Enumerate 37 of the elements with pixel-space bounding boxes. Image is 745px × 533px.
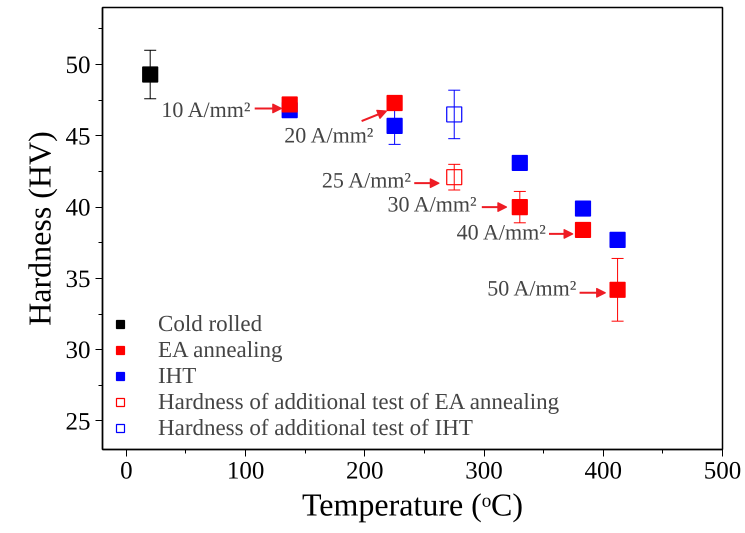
legend-label: IHT — [158, 363, 196, 389]
y-tick-label: 40 — [66, 194, 90, 222]
point — [142, 66, 158, 83]
legend-label: Hardness of additional test of IHT — [158, 415, 473, 441]
point — [609, 232, 626, 248]
y-tick-label: 25 — [66, 408, 90, 436]
point — [512, 199, 528, 216]
legend-label: Hardness of additional test of EA annealing — [158, 389, 560, 415]
point — [512, 154, 528, 172]
point — [282, 96, 298, 113]
annotation: 10 A/mm² — [161, 96, 251, 122]
point — [609, 282, 626, 298]
x-tick-label: 400 — [584, 458, 622, 484]
y-axis-title: Hardness (HV) — [22, 131, 58, 326]
legend-label: Cold rolled — [158, 311, 262, 337]
point — [574, 222, 592, 238]
annotation: 40 A/mm² — [456, 219, 546, 244]
x-tick-label: 100 — [226, 458, 264, 484]
x-tick-label: 200 — [346, 458, 384, 484]
y-tick-label: 35 — [66, 266, 90, 293]
y-tick-label: 30 — [66, 337, 90, 364]
legend-label: EA annealing — [158, 337, 283, 363]
x-tick-label: 500 — [704, 458, 742, 484]
x-tick-label: 0 — [120, 458, 133, 484]
x-tick-label: 300 — [465, 458, 503, 484]
point — [574, 200, 592, 217]
y-tick-label: 45 — [66, 123, 90, 150]
y-tick-label: 50 — [66, 52, 90, 80]
x-axis-title: Temperature (ᵒC) — [302, 486, 524, 522]
point — [446, 106, 462, 123]
annotation: 50 A/mm² — [487, 275, 577, 300]
annotation: 20 A/mm² — [284, 122, 374, 148]
point — [386, 118, 403, 134]
annotation: 30 A/mm² — [387, 192, 477, 217]
point — [386, 94, 403, 112]
point — [446, 169, 462, 186]
annotation: 25 A/mm² — [322, 168, 412, 193]
